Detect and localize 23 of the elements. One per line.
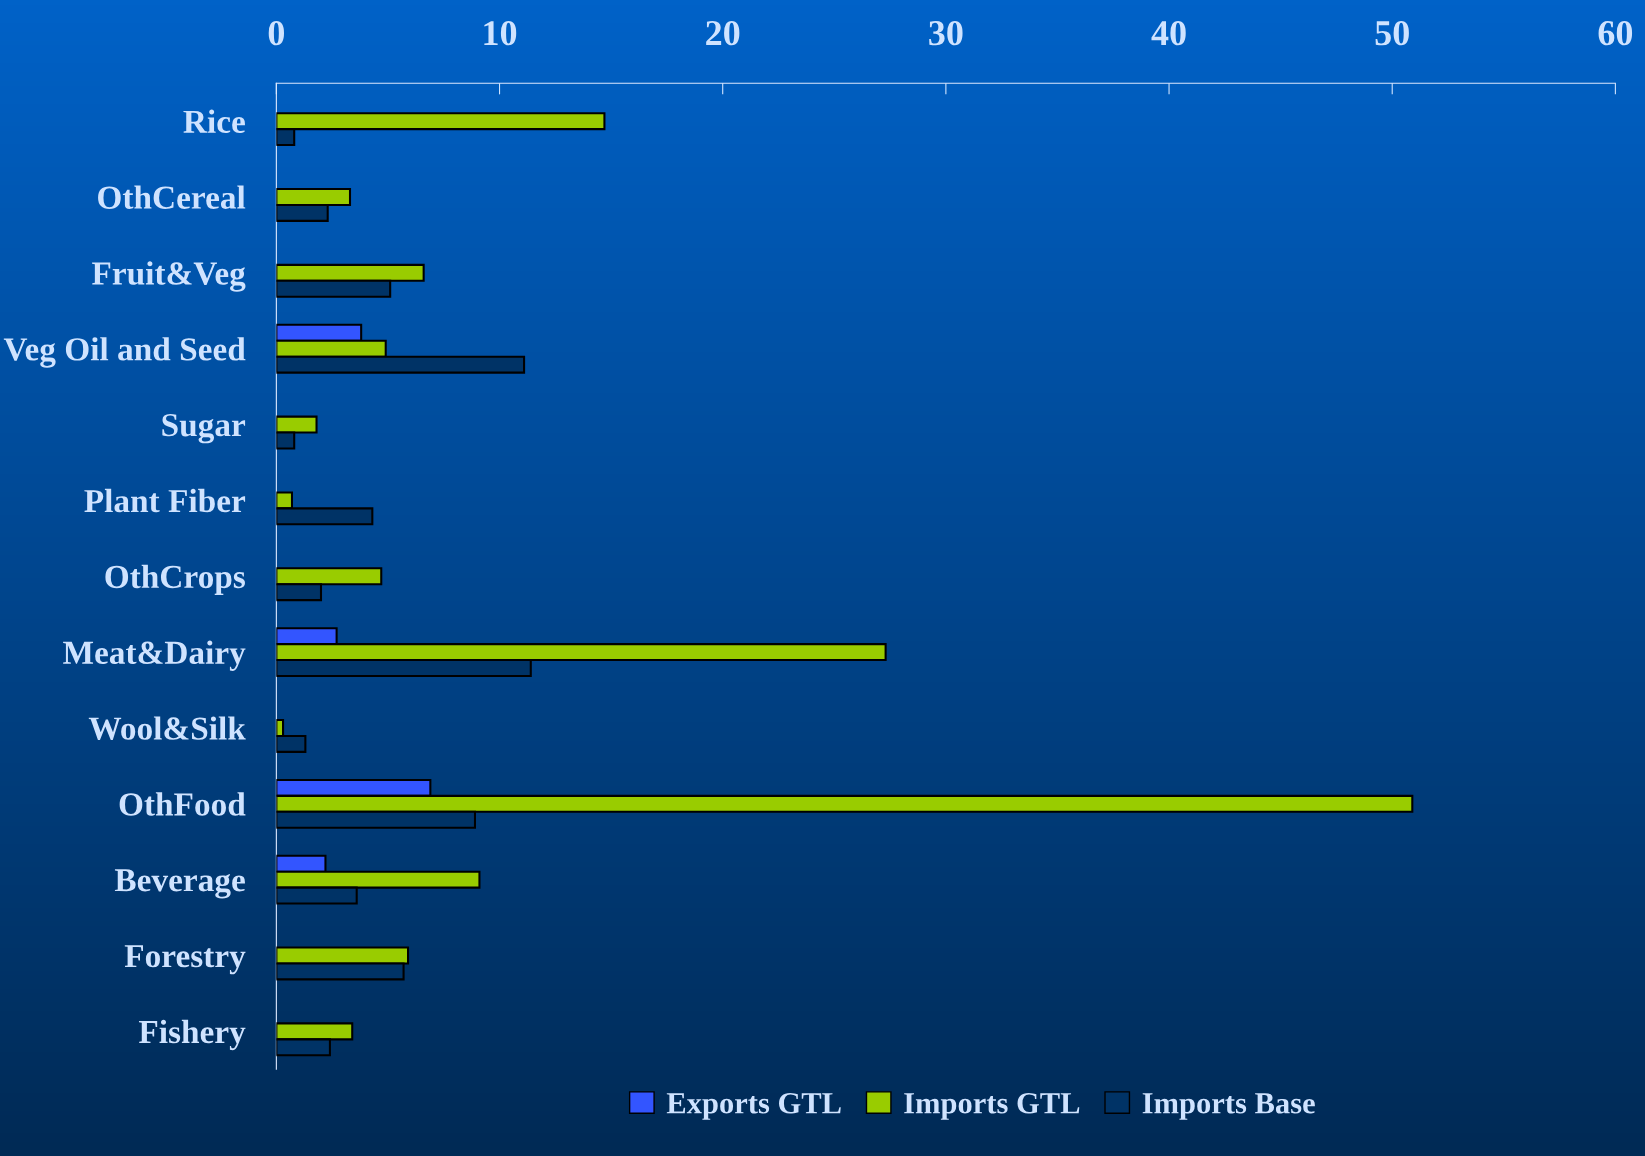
- x-tick-label: 60: [1598, 20, 1633, 46]
- x-tick-label: 0: [268, 20, 285, 46]
- y-tick-label: Fruit&Veg: [92, 261, 246, 292]
- y-tick-label: Sugar: [162, 413, 246, 444]
- y-tick-label: Beverage: [114, 869, 245, 899]
- x-tick-label: 40: [1151, 20, 1186, 46]
- x-tick-label: 20: [706, 20, 740, 46]
- y-tick-label: Forestry: [124, 945, 246, 975]
- y-tick-label: Plant Fiber: [84, 488, 246, 513]
- y-tick-label: Veg Oil and Seed: [3, 337, 246, 368]
- x-tick-label: 50: [1375, 20, 1409, 46]
- y-tick-label: OthFood: [119, 792, 246, 816]
- y-tick-label: OthCrops: [105, 564, 245, 595]
- y-tick-label: Meat&Dairy: [63, 640, 246, 671]
- y-tick-label: Fishery: [138, 1019, 246, 1051]
- legend-label: Exports GTL: [666, 1093, 841, 1120]
- y-tick-label: OthCereal: [98, 185, 246, 209]
- legend-label: Imports GTL: [904, 1093, 1080, 1120]
- x-tick-label: 10: [484, 20, 517, 46]
- y-tick-label: Rice: [183, 109, 245, 134]
- legend-label: Imports Base: [1142, 1093, 1315, 1120]
- x-tick-label: 30: [929, 20, 963, 46]
- y-tick-label: Wool&Silk: [88, 716, 246, 741]
